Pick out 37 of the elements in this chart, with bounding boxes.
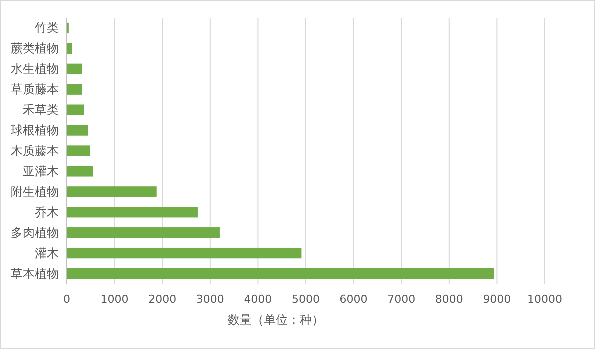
y-tick-label: 草质藤本	[11, 82, 59, 97]
x-tick-label: 5000	[292, 293, 320, 306]
bar	[67, 166, 94, 177]
y-tick-label: 水生植物	[11, 62, 59, 76]
x-tick-label: 7000	[388, 293, 416, 306]
bar	[67, 43, 72, 54]
y-tick-label: 球根植物	[11, 124, 59, 138]
y-tick-label: 蕨类植物	[11, 42, 59, 56]
bar	[67, 146, 90, 156]
y-tick-label: 乔木	[35, 205, 59, 220]
bar	[67, 84, 82, 95]
x-axis-title: 数量（单位：种）	[228, 313, 324, 327]
y-tick-label: 附生植物	[11, 184, 59, 199]
bar	[67, 207, 198, 218]
bar	[67, 125, 89, 136]
bar	[67, 228, 220, 238]
x-tick-label: 0	[64, 293, 70, 306]
y-tick-label: 灌木	[35, 246, 59, 260]
x-tick-label: 9000	[483, 293, 512, 306]
x-tick-label: 8000	[435, 293, 464, 306]
y-tick-label: 木质藤本	[11, 144, 59, 158]
y-tick-label: 竹类	[35, 21, 59, 36]
y-tick-label: 多肉植物	[11, 226, 59, 240]
x-tick-label: 6000	[340, 293, 368, 306]
bar	[67, 186, 157, 198]
y-tick-label: 禾草类	[23, 103, 59, 118]
bar	[67, 268, 494, 280]
x-tick-label: 4000	[244, 293, 272, 306]
y-tick-label: 草本植物	[11, 266, 59, 281]
x-tick-label: 3000	[196, 293, 224, 306]
y-tick-label: 亚灌木	[23, 164, 59, 178]
bar	[67, 248, 302, 259]
x-tick-label: 1000	[100, 293, 129, 306]
x-tick-label: 10000	[528, 293, 562, 306]
bar	[67, 104, 84, 116]
x-tick-label: 2000	[148, 293, 177, 306]
bar	[67, 64, 82, 74]
